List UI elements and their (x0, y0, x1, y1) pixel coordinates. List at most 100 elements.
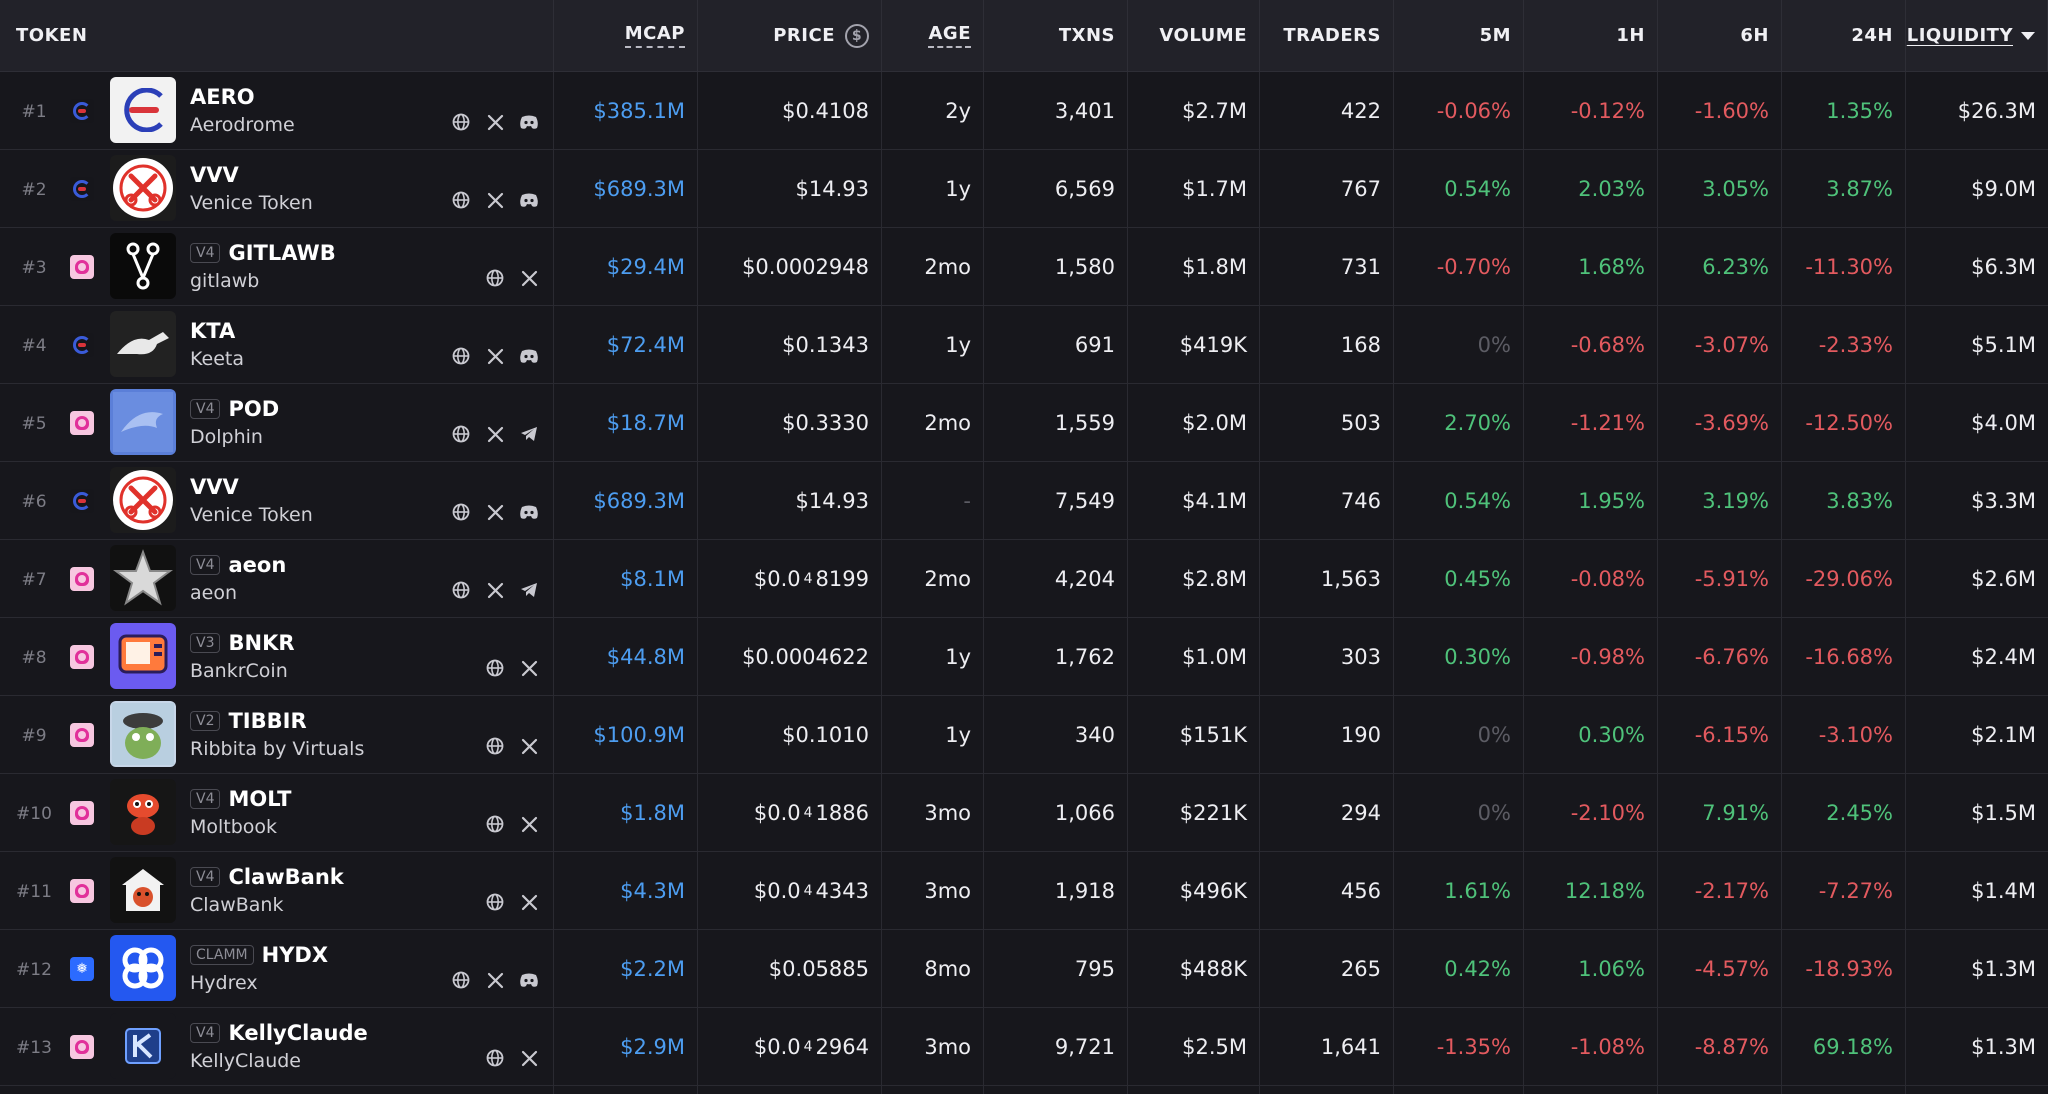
discord-icon[interactable] (519, 112, 539, 132)
social-links (451, 424, 539, 444)
website-globe-icon[interactable] (451, 580, 471, 600)
x-twitter-icon[interactable] (485, 424, 505, 444)
discord-icon[interactable] (519, 970, 539, 990)
token-cell[interactable]: #11 V4 ClawBank ClawBank (0, 852, 554, 929)
volume-value: $2.5M (1128, 1008, 1260, 1085)
token-cell[interactable]: #1 AERO Aerodrome (0, 72, 554, 149)
token-cell[interactable]: #6 VVV Venice Token (0, 462, 554, 539)
age-value: 1y (882, 618, 984, 695)
traders-value: 456 (1260, 852, 1394, 929)
mcap-value: $8.1M (554, 540, 698, 617)
uniswap-dex-icon (70, 879, 94, 903)
table-row[interactable]: #2 VVV Venice Token $689.3M $14.93 1y 6,569 $1.… (0, 150, 2048, 228)
table-row[interactable]: #10 V4 MOLT Moltbook $1.8M $0.0 4 1886 3mo 1,066 $… (0, 774, 2048, 852)
column-header-mcap[interactable]: MCAP (554, 0, 698, 71)
price-cell: $0.1010 (698, 696, 882, 773)
change-5m-value: 0.54% (1394, 462, 1524, 539)
token-cell[interactable]: #10 V4 MOLT Moltbook (0, 774, 554, 851)
x-twitter-icon[interactable] (485, 970, 505, 990)
column-header-price[interactable]: PRICE $ (698, 0, 882, 71)
table-row[interactable]: #7 V4 aeon aeon $8.1M $0.0 4 8199 2mo 4,204 $2.8M 1… (0, 540, 2048, 618)
token-cell[interactable]: #3 V4 GITLAWB gitlawb (0, 228, 554, 305)
change-1h-value: -0.08% (1524, 540, 1658, 617)
website-globe-icon[interactable] (451, 346, 471, 366)
dollar-toggle-icon[interactable]: $ (845, 23, 869, 48)
website-globe-icon[interactable] (451, 970, 471, 990)
change-1h-value: 1.68% (1524, 228, 1658, 305)
token-cell[interactable]: #9 V2 TIBBIR Ribbita by Virtuals (0, 696, 554, 773)
column-header-6h[interactable]: 6H (1658, 0, 1782, 71)
column-header-volume[interactable]: VOLUME (1128, 0, 1260, 71)
x-twitter-icon[interactable] (485, 190, 505, 210)
token-cell[interactable]: #7 V4 aeon aeon (0, 540, 554, 617)
table-row[interactable]: #12 ❅ CLAMM HYDX Hydrex $2.2M $0.05885 8mo 795 $4… (0, 930, 2048, 1008)
age-value: 3mo (882, 852, 984, 929)
website-globe-icon[interactable] (451, 112, 471, 132)
price-cell: $0.05885 (698, 930, 882, 1007)
website-globe-icon[interactable] (485, 736, 505, 756)
website-globe-icon[interactable] (451, 424, 471, 444)
token-cell[interactable]: #5 V4 POD Dolphin (0, 384, 554, 461)
x-twitter-icon[interactable] (485, 346, 505, 366)
x-twitter-icon[interactable] (519, 814, 539, 834)
table-row-partial[interactable] (0, 1086, 2048, 1094)
token-name: Hydrex (190, 972, 258, 994)
x-twitter-icon[interactable] (519, 736, 539, 756)
change-1h-value: 2.03% (1524, 150, 1658, 227)
token-symbol: VVV (190, 163, 239, 187)
table-row[interactable]: #5 V4 POD Dolphin $18.7M $0.3330 2mo 1,559 $2.0M… (0, 384, 2048, 462)
column-header-age[interactable]: AGE (882, 0, 984, 71)
price-cell: $0.1343 (698, 306, 882, 383)
token-cell[interactable]: #4 KTA Keeta (0, 306, 554, 383)
table-row[interactable]: #3 V4 GITLAWB gitlawb $29.4M $0.0002948 2mo 1,5… (0, 228, 2048, 306)
token-cell[interactable]: #12 ❅ CLAMM HYDX Hydrex (0, 930, 554, 1007)
price-value: $14.93 (795, 488, 869, 513)
x-twitter-icon[interactable] (519, 892, 539, 912)
table-row[interactable]: #1 AERO Aerodrome $385.1M $0.4108 2y 3,401 $2.7… (0, 72, 2048, 150)
website-globe-icon[interactable] (451, 502, 471, 522)
column-header-1h[interactable]: 1H (1524, 0, 1658, 71)
token-cell[interactable]: #8 V3 BNKR BankrCoin (0, 618, 554, 695)
liquidity-value: $1.4M (1971, 878, 2036, 903)
traders-value: 294 (1260, 774, 1394, 851)
price-digits: 8199 (815, 566, 869, 591)
traders-header-label: TRADERS (1283, 25, 1381, 46)
column-header-token[interactable]: TOKEN (0, 0, 554, 71)
telegram-icon[interactable] (519, 580, 539, 600)
price-cell: $0.0004622 (698, 618, 882, 695)
website-globe-icon[interactable] (485, 658, 505, 678)
column-header-liquidity[interactable]: LIQUIDITY (1906, 0, 2048, 71)
x-twitter-icon[interactable] (519, 268, 539, 288)
table-row[interactable]: #8 V3 BNKR BankrCoin $44.8M $0.0004622 1y 1,762… (0, 618, 2048, 696)
website-globe-icon[interactable] (485, 814, 505, 834)
x-twitter-icon[interactable] (519, 1048, 539, 1068)
column-header-txns[interactable]: TXNS (984, 0, 1128, 71)
table-row[interactable]: #11 V4 ClawBank ClawBank $4.3M $0.0 4 4343 3mo 1,… (0, 852, 2048, 930)
table-row[interactable]: #6 VVV Venice Token $689.3M $14.93-7,549 $4.1… (0, 462, 2048, 540)
table-row[interactable]: #9 V2 TIBBIR Ribbita by Virtuals $100.9M $0.1… (0, 696, 2048, 774)
discord-icon[interactable] (519, 346, 539, 366)
x-twitter-icon[interactable] (485, 580, 505, 600)
token-cell[interactable]: #2 VVV Venice Token (0, 150, 554, 227)
sort-desc-caret-icon (2021, 31, 2035, 40)
txns-value: 1,918 (984, 852, 1128, 929)
liquidity-value: $2.1M (1971, 722, 2036, 747)
website-globe-icon[interactable] (485, 1048, 505, 1068)
column-header-5m[interactable]: 5M (1394, 0, 1524, 71)
x-twitter-icon[interactable] (485, 112, 505, 132)
discord-icon[interactable] (519, 190, 539, 210)
x-twitter-icon[interactable] (519, 658, 539, 678)
website-globe-icon[interactable] (451, 190, 471, 210)
table-row[interactable]: #4 KTA Keeta $72.4M $0.1343 1y 691 $419K 168 0% -0… (0, 306, 2048, 384)
column-header-24h[interactable]: 24H (1782, 0, 1906, 71)
website-globe-icon[interactable] (485, 268, 505, 288)
telegram-icon[interactable] (519, 424, 539, 444)
age-value: 3mo (882, 1008, 984, 1085)
token-name: Moltbook (190, 816, 278, 838)
table-row[interactable]: #13 V4 KellyClaude KellyClaude $2.9M $0.0 4 296… (0, 1008, 2048, 1086)
discord-icon[interactable] (519, 502, 539, 522)
x-twitter-icon[interactable] (485, 502, 505, 522)
column-header-traders[interactable]: TRADERS (1260, 0, 1394, 71)
website-globe-icon[interactable] (485, 892, 505, 912)
token-cell[interactable]: #13 V4 KellyClaude KellyClaude (0, 1008, 554, 1085)
